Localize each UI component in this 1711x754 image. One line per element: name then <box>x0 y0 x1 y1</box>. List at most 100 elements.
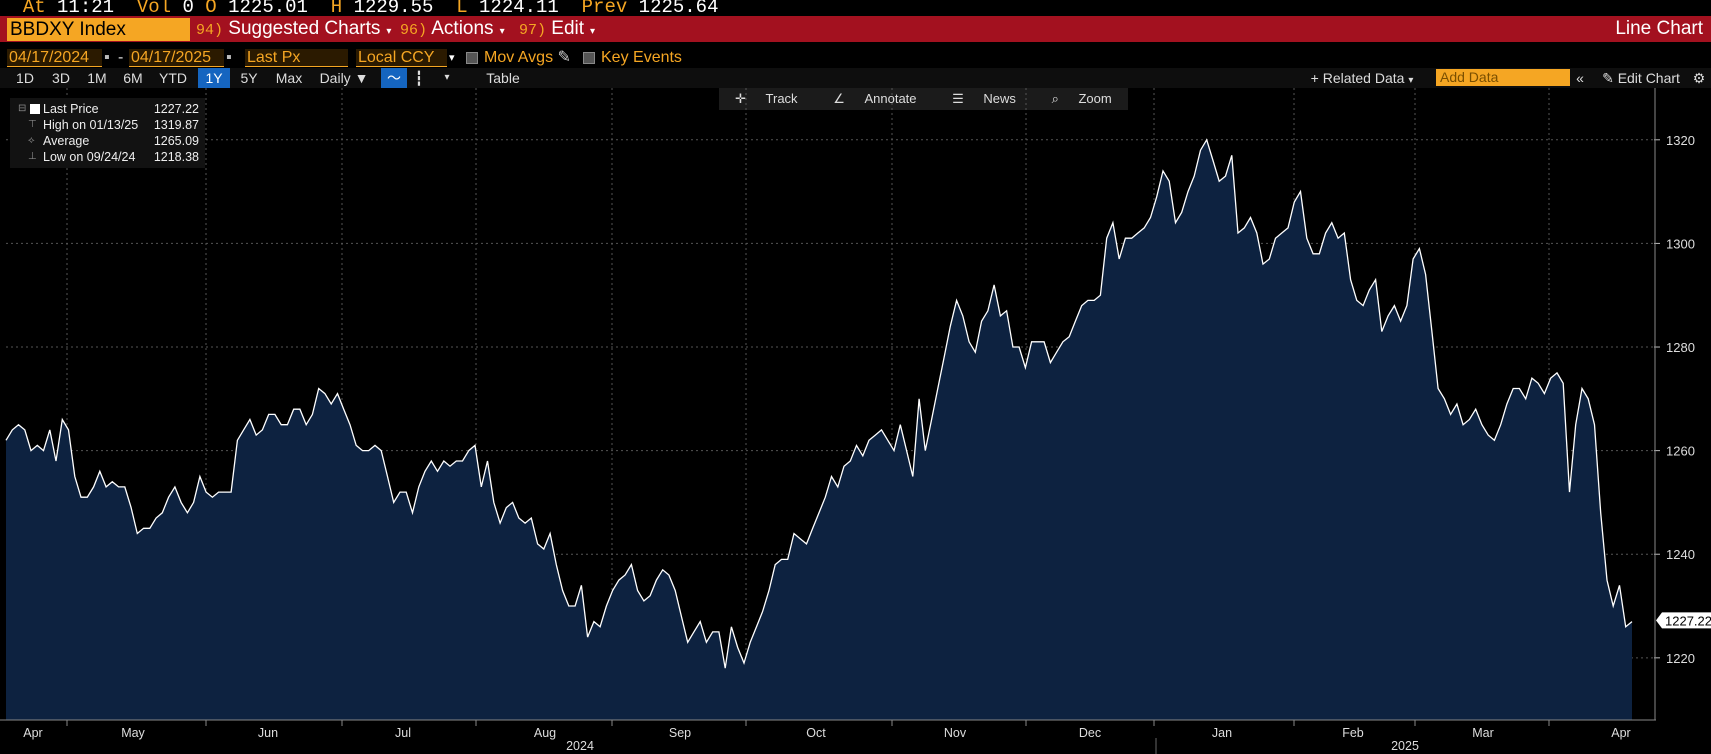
line-chart-icon[interactable]: 〜 <box>381 68 407 88</box>
zoom-label: Zoom <box>1078 91 1112 106</box>
last-value-label: 1227.22 <box>1665 613 1711 628</box>
calendar-icon[interactable]: ▪ <box>104 49 110 66</box>
x-axis: Apr May Jun Jul Aug Sep Oct Nov Dec Jan Feb Mar Apr 2… <box>0 719 1656 754</box>
start-date-field[interactable]: 04/17/2024 <box>7 49 102 67</box>
high-label: H <box>330 0 343 16</box>
price-area <box>6 139 1632 721</box>
annotate-label: Annotate <box>864 91 917 106</box>
legend-last-price: ⊟ Last Price 1227.22 <box>10 101 205 117</box>
last-value-tag <box>1656 612 1711 629</box>
magnifier-icon: ⌕ <box>1051 91 1059 106</box>
news-tool[interactable]: ☰ News <box>944 91 1024 106</box>
legend-value: 1218.38 <box>153 150 199 164</box>
news-label: News <box>983 91 1016 106</box>
caret-down-icon: ▾ <box>386 26 392 37</box>
legend-label: Low on 09/24/24 <box>43 150 136 164</box>
period-ytd-button[interactable]: YTD <box>159 70 187 86</box>
period-1m-button[interactable]: 1M <box>87 70 107 86</box>
edit-menu[interactable]: 97) Edit ▾ <box>519 16 595 42</box>
open-label: O <box>205 0 217 16</box>
vol-value: 0 <box>182 0 194 16</box>
track-tool[interactable]: ✛ Track <box>727 91 806 106</box>
y-axis: 1220 1240 1260 1280 1300 1320 1227.22 <box>1654 88 1711 720</box>
legend-label: High on 01/13/25 <box>43 118 139 132</box>
chart-style-dropdown-icon[interactable]: ▾ <box>444 72 450 83</box>
period-5y-button[interactable]: 5Y <box>240 70 258 86</box>
y-tick-label: 1280 <box>1666 340 1695 355</box>
month-label: Sep <box>669 726 691 740</box>
open-value: 1225.01 <box>228 0 308 16</box>
minus-box-icon[interactable]: ⊟ <box>18 103 27 114</box>
month-label: Nov <box>944 726 967 740</box>
suggested-charts-menu[interactable]: 94) Suggested Charts ▾ <box>196 16 391 42</box>
bar-chart-icon[interactable]: ┇ <box>414 70 424 86</box>
track-label: Track <box>765 91 798 106</box>
key-events-label: Key Events <box>601 49 682 66</box>
period-1y-button[interactable]: 1Y <box>198 68 230 88</box>
edit-chart-label: Edit Chart <box>1617 70 1680 86</box>
date-separator: - <box>118 49 124 66</box>
ticker-input[interactable]: BBDXY Index <box>7 18 190 41</box>
chevron-down-icon[interactable]: ▾ <box>449 52 455 64</box>
y-tick-label: 1300 <box>1666 236 1695 251</box>
gear-icon[interactable]: ⚙ <box>1692 70 1706 86</box>
frequency-select[interactable]: Daily ▼ <box>319 70 369 86</box>
mov-avgs-checkbox[interactable]: Mov Avgs ✎ <box>466 49 571 67</box>
quote-line: At 11:21 Vol 0 O 1225.01 H 1229.55 L 122… <box>0 0 1711 16</box>
legend-value: 1265.09 <box>153 134 199 148</box>
month-label: Jan <box>1212 726 1232 740</box>
high-marker-icon: ⊤ <box>28 119 37 130</box>
key-events-checkbox[interactable]: Key Events <box>583 49 682 67</box>
zoom-tool[interactable]: ⌕ Zoom <box>1044 91 1120 106</box>
month-label: Apr <box>1611 726 1630 740</box>
month-label: Feb <box>1342 726 1364 740</box>
calendar-icon[interactable]: ▪ <box>226 49 232 66</box>
mov-avgs-label: Mov Avgs <box>484 49 554 66</box>
table-button[interactable]: Table <box>486 70 520 86</box>
annotate-icon: ∠ <box>833 91 845 106</box>
end-date-field[interactable]: 04/17/2025 <box>129 49 224 67</box>
add-data-input[interactable]: Add Data <box>1436 69 1570 86</box>
vol-label: Vol <box>136 0 172 16</box>
pencil-icon[interactable]: ✎ <box>557 49 571 66</box>
month-label: Jul <box>395 726 411 740</box>
y-tick-label: 1240 <box>1666 547 1695 562</box>
period-3d-button[interactable]: 3D <box>52 70 70 86</box>
currency-select[interactable]: Local CCY <box>356 49 447 67</box>
month-label: Aug <box>534 726 556 740</box>
actions-menu[interactable]: 96) Actions ▾ <box>400 16 505 42</box>
edit-chart-button[interactable]: ✎ Edit Chart <box>1594 68 1688 88</box>
month-label: Oct <box>806 726 826 740</box>
month-label: Apr <box>23 726 42 740</box>
y-tick-label: 1260 <box>1666 444 1695 459</box>
month-label: Jun <box>258 726 278 740</box>
legend-value: 1227.22 <box>153 102 199 116</box>
collapse-icon[interactable]: « <box>1576 70 1584 86</box>
period-1d-button[interactable]: 1D <box>16 70 34 86</box>
checkbox-icon[interactable] <box>466 51 478 64</box>
checkbox-icon[interactable] <box>583 51 595 64</box>
menu-number: 97) <box>519 22 547 39</box>
annotate-tool[interactable]: ∠ Annotate <box>825 91 924 106</box>
caret-down-icon: ▾ <box>1408 75 1414 86</box>
menu-number: 94) <box>196 22 224 39</box>
legend-average: ⟡ Average 1265.09 <box>10 133 205 149</box>
caret-down-icon: ▾ <box>499 26 505 37</box>
price-field-select[interactable]: Last Px <box>245 49 348 67</box>
legend-value: 1319.87 <box>153 118 199 132</box>
quote-time: 11:21 <box>57 0 115 16</box>
menu-label: Suggested Charts <box>228 18 381 39</box>
related-data-label: + Related Data <box>1310 70 1405 86</box>
price-chart[interactable]: 1220 1240 1260 1280 1300 1320 1227.22 Apr May Ju… <box>0 88 1711 754</box>
header-bar <box>0 16 1711 42</box>
period-max-button[interactable]: Max <box>275 70 303 86</box>
caret-down-icon: ▾ <box>590 26 596 37</box>
low-value: 1224.11 <box>479 0 559 16</box>
related-data-button[interactable]: + Related Data ▾ <box>1298 68 1426 88</box>
series-swatch <box>30 104 40 114</box>
period-6m-button[interactable]: 6M <box>123 70 143 86</box>
y-tick-label: 1220 <box>1666 651 1695 666</box>
prev-label: Prev <box>581 0 628 16</box>
menu-label: Edit <box>551 18 585 39</box>
news-icon: ☰ <box>952 91 964 106</box>
